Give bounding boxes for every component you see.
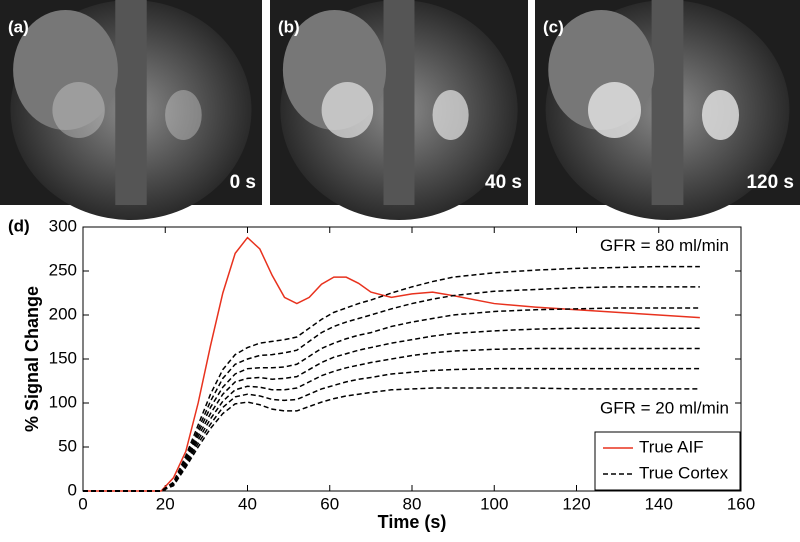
- kidney-right: [432, 90, 469, 140]
- x-tick-label: 140: [645, 494, 673, 513]
- data-line: [83, 286, 700, 492]
- data-line: [83, 347, 700, 492]
- data-line: [83, 265, 700, 492]
- panel-time: 40 s: [485, 172, 522, 193]
- kidney-left: [321, 82, 374, 138]
- x-tick-label: 60: [320, 494, 339, 513]
- panel-label: (b): [278, 17, 300, 36]
- image-panels: (a) 0 s (b) 40 s (c) 120 s: [0, 0, 800, 220]
- kidney-left: [588, 82, 641, 138]
- panel-label: (d): [8, 216, 30, 235]
- x-tick-label: 100: [480, 494, 508, 513]
- kidney-left: [52, 82, 105, 138]
- y-tick-label: 200: [49, 304, 77, 323]
- y-tick-label: 300: [49, 216, 77, 235]
- chart: (d) 0 20 40 60 80 100 120 140 160 0 50 100 150 200 250 3…: [8, 216, 755, 531]
- legend-box: [594, 431, 741, 491]
- panel-label: (c): [543, 17, 564, 36]
- spine: [651, 0, 684, 205]
- spine: [383, 0, 415, 205]
- annotation: GFR = 80 ml/min: [600, 236, 729, 255]
- liver: [13, 10, 118, 130]
- x-tick-label: 160: [727, 494, 755, 513]
- x-tick-label: 20: [156, 494, 175, 513]
- data-line: [83, 387, 700, 492]
- mri-image: (a) 0 s: [0, 0, 262, 220]
- y-tick-label: 0: [68, 480, 77, 499]
- mri-image: (b) 40 s: [270, 0, 528, 220]
- kidney-right: [701, 90, 740, 140]
- data-line: [83, 236, 700, 492]
- data-line: [83, 367, 700, 492]
- x-tick-label: 120: [562, 494, 590, 513]
- data-line: [83, 307, 700, 492]
- y-tick-label: 250: [49, 260, 77, 279]
- y-tick-label: 100: [49, 392, 77, 411]
- legend-label: True AIF: [639, 437, 704, 456]
- annotation: GFR = 20 ml/min: [600, 398, 729, 417]
- legend-label: True Cortex: [639, 463, 729, 482]
- x-tick-label: 40: [238, 494, 257, 513]
- y-axis-label: % Signal Change: [22, 286, 42, 432]
- panel-label: (a): [8, 17, 29, 36]
- spine: [115, 0, 147, 205]
- panel-time: 0 s: [230, 172, 256, 193]
- y-tick-label: 150: [49, 348, 77, 367]
- panel-time: 120 s: [746, 172, 794, 193]
- x-tick-label: 80: [403, 494, 422, 513]
- y-tick-label: 50: [58, 436, 77, 455]
- mri-image: (c) 120 s: [535, 0, 800, 220]
- data-line: [83, 327, 700, 492]
- kidney-right: [165, 90, 202, 140]
- x-tick-label: 0: [78, 494, 87, 513]
- x-axis-label: Time (s): [378, 512, 447, 532]
